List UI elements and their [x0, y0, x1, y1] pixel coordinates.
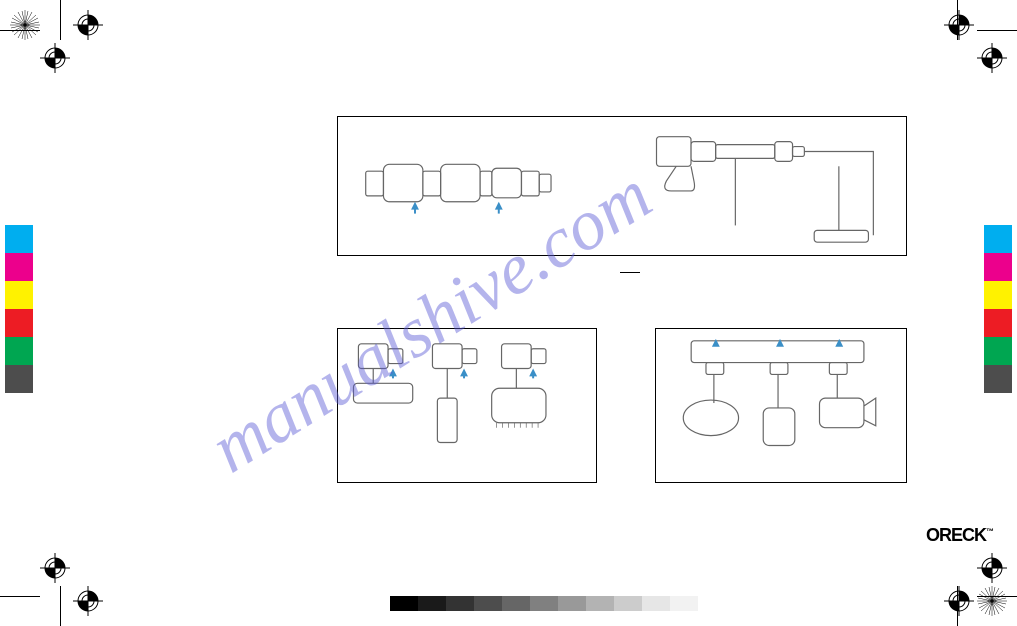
gray-swatch [642, 596, 670, 611]
radial-mark [977, 586, 1007, 616]
crop-line [60, 586, 61, 626]
figure-top [337, 116, 907, 256]
color-swatch [5, 365, 33, 393]
figure-bottom-right [655, 328, 907, 483]
crop-line [957, 586, 958, 626]
gray-swatch [530, 596, 558, 611]
gray-swatch [698, 596, 726, 611]
color-bars-right [984, 225, 1012, 393]
divider-dash [620, 272, 640, 273]
color-swatch [5, 281, 33, 309]
brand-tm: ™ [986, 527, 993, 536]
gray-swatch [670, 596, 698, 611]
gray-swatch [390, 596, 418, 611]
color-swatch [5, 309, 33, 337]
crop-line [957, 0, 958, 40]
registration-mark [40, 43, 70, 73]
crop-line [977, 596, 1017, 597]
registration-mark [977, 43, 1007, 73]
registration-mark [944, 586, 974, 616]
color-swatch [5, 253, 33, 281]
color-swatch [984, 337, 1012, 365]
registration-mark [73, 586, 103, 616]
registration-mark [40, 553, 70, 583]
color-swatch [984, 309, 1012, 337]
color-swatch [5, 337, 33, 365]
brand-text: ORECK [926, 525, 986, 545]
crop-line [0, 30, 40, 31]
gray-swatch [614, 596, 642, 611]
color-swatch [984, 281, 1012, 309]
figure-bottom-left [337, 328, 597, 483]
crop-line [977, 30, 1017, 31]
color-swatch [5, 225, 33, 253]
registration-mark [944, 10, 974, 40]
crop-line [0, 596, 40, 597]
gray-swatch [446, 596, 474, 611]
color-swatch [984, 225, 1012, 253]
gray-swatch [502, 596, 530, 611]
registration-mark [73, 10, 103, 40]
gray-swatch [474, 596, 502, 611]
gray-swatch [558, 596, 586, 611]
color-bars-left [5, 225, 33, 393]
gray-swatch [418, 596, 446, 611]
color-swatch [984, 365, 1012, 393]
gray-strip [390, 596, 726, 611]
radial-mark [10, 10, 40, 40]
crop-line [60, 0, 61, 40]
registration-mark [977, 553, 1007, 583]
color-swatch [984, 253, 1012, 281]
brand-logo: ORECK™ [926, 525, 993, 546]
gray-swatch [586, 596, 614, 611]
